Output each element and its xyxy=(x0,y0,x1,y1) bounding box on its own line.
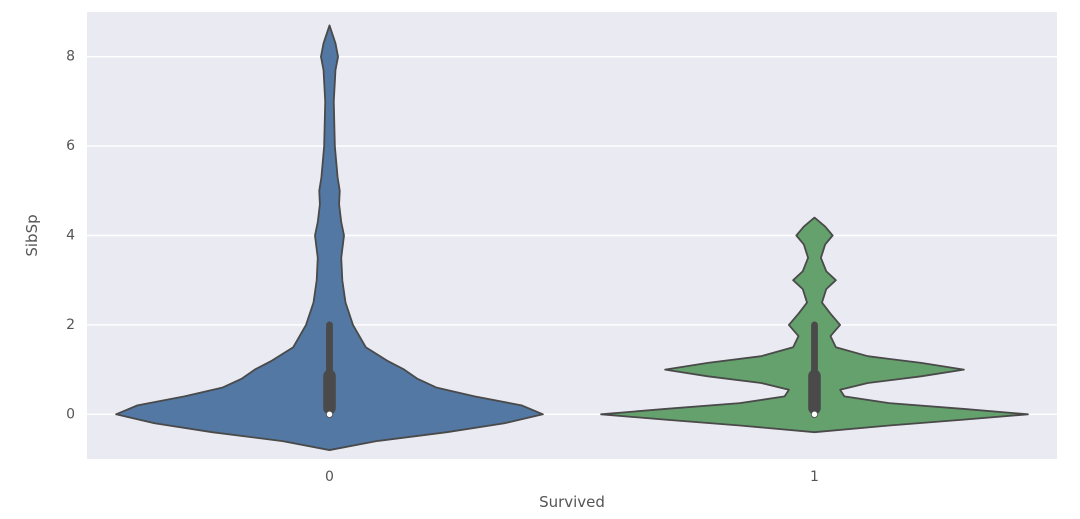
y-tick-label: 6 xyxy=(66,138,75,154)
x-axis-label: Survived xyxy=(539,493,605,511)
violin-median-dot xyxy=(811,411,817,417)
y-tick-label: 0 xyxy=(66,406,75,422)
violin-box xyxy=(808,370,821,415)
chart-svg: 0 2 4 6 8 0 1 SibSp Survived xyxy=(0,0,1080,519)
y-tick-label: 2 xyxy=(66,317,75,333)
x-tick-label: 1 xyxy=(810,469,819,485)
y-tick-label: 4 xyxy=(66,228,75,244)
x-tick-label: 0 xyxy=(325,469,334,485)
y-tick-label: 8 xyxy=(66,49,75,65)
y-axis-label: SibSp xyxy=(23,214,41,256)
violin-box xyxy=(323,370,336,415)
violin-chart: 0 2 4 6 8 0 1 SibSp Survived xyxy=(0,0,1080,519)
violin-median-dot xyxy=(326,411,332,417)
